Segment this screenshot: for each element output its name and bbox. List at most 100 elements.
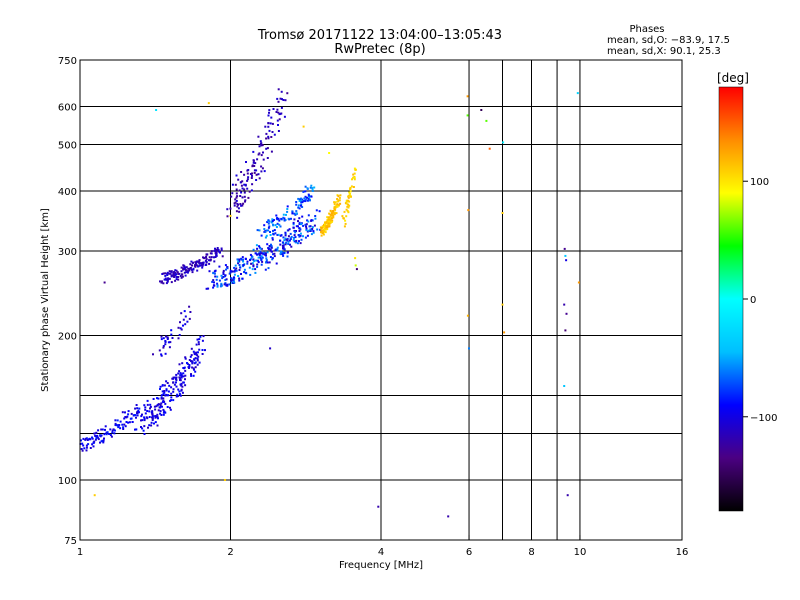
point-f-steep [258, 145, 261, 148]
point-f-trace [318, 210, 321, 213]
point-x-trace [327, 216, 330, 219]
point-f-trace [271, 238, 274, 241]
point-e-rise [162, 393, 165, 396]
point-sparse [503, 331, 506, 334]
point-f-cusp [220, 249, 223, 252]
point-f-cusp [180, 270, 183, 273]
point-x-trace [329, 219, 332, 222]
point-f-steep [277, 111, 280, 114]
point-e-low [136, 412, 138, 415]
point-f-trace [294, 236, 297, 239]
point-x-upper [353, 176, 356, 179]
point-f-steep [277, 124, 279, 126]
point-f-cusp [220, 247, 223, 250]
point-f-cusp [185, 269, 187, 272]
point-e-rise [196, 357, 199, 360]
point-e-rise [164, 402, 167, 405]
point-x-upper [353, 167, 356, 170]
point-f-upper [301, 201, 304, 204]
point-x-upper [350, 185, 353, 188]
point-f-trace [315, 209, 318, 212]
point-f-upper [287, 217, 290, 220]
point-f-trace [287, 229, 290, 232]
point-f-trace [231, 270, 234, 273]
point-f-steep [235, 192, 238, 195]
point-f-trace [230, 277, 233, 280]
point-sparse [377, 505, 380, 508]
point-e-low [96, 434, 99, 437]
point-f-trace [282, 252, 285, 255]
point-f-trace [307, 229, 310, 232]
point-f-trace [212, 286, 215, 289]
point-f-trace [304, 223, 307, 226]
point-e-rise [181, 385, 184, 388]
point-e-rise [179, 374, 182, 377]
point-e-rise [178, 390, 181, 393]
point-f-trace [312, 230, 315, 233]
point-f-upper [266, 221, 269, 223]
point-f-trace [226, 283, 229, 286]
point-f-cusp [210, 252, 213, 255]
point-e-upper [170, 333, 173, 336]
point-e-low [84, 438, 87, 441]
point-f-trace [240, 273, 242, 275]
point-f-steep [250, 189, 253, 192]
point-f-cusp [190, 260, 193, 263]
point-e-rise [201, 353, 204, 355]
point-f-cusp [191, 268, 193, 271]
point-e-rise [191, 366, 194, 369]
point-e-low [125, 416, 128, 419]
point-f-steep [234, 198, 237, 201]
point-e-low [86, 439, 89, 441]
point-f-upper [274, 224, 277, 227]
point-f-trace [313, 224, 316, 227]
point-e-rise [195, 351, 198, 354]
point-f-cusp [214, 249, 217, 252]
point-x-trace [330, 220, 333, 223]
point-e-rise [184, 356, 187, 359]
point-e-rise [141, 419, 144, 422]
point-f-cusp [174, 274, 177, 277]
point-e-rise [175, 379, 178, 382]
point-f-steep [265, 132, 268, 135]
point-e-rise [172, 399, 175, 402]
point-x-trace [339, 194, 342, 197]
point-f-cusp [201, 266, 204, 269]
point-x-trace [338, 196, 341, 199]
point-f-upper [282, 213, 285, 216]
point-f-steep [246, 178, 249, 181]
point-e-rise [165, 389, 168, 392]
point-f-trace [218, 279, 221, 282]
point-sparse [485, 119, 488, 122]
point-e-rise [175, 378, 177, 380]
point-f-steep [265, 147, 268, 150]
point-e-upper [169, 341, 172, 344]
point-e-rise [135, 428, 138, 431]
point-f-trace [265, 257, 268, 260]
point-f-trace [241, 277, 244, 280]
point-f-cusp [185, 266, 188, 269]
point-f-cusp [162, 272, 165, 275]
point-f-trace [256, 253, 259, 256]
point-f-trace [242, 265, 245, 268]
point-f-upper [297, 197, 300, 200]
point-f-cusp [195, 260, 198, 263]
point-sparse [354, 257, 357, 260]
point-f-trace [302, 224, 305, 227]
point-x-trace [329, 213, 332, 216]
point-f-cusp [221, 255, 224, 258]
point-x-trace [333, 201, 336, 204]
point-f-trace [239, 266, 242, 269]
point-e-low [119, 420, 122, 423]
point-f-trace [228, 272, 231, 275]
point-f-upper [269, 234, 272, 236]
point-e-low [96, 436, 99, 439]
point-e-rise [198, 348, 201, 351]
point-e-rise [176, 395, 179, 398]
point-e-rise [194, 361, 197, 364]
point-f-steep [240, 184, 243, 187]
point-f-cusp [194, 261, 197, 264]
point-f-upper [294, 213, 297, 216]
point-sparse [302, 125, 305, 128]
point-f-steep [278, 118, 281, 121]
